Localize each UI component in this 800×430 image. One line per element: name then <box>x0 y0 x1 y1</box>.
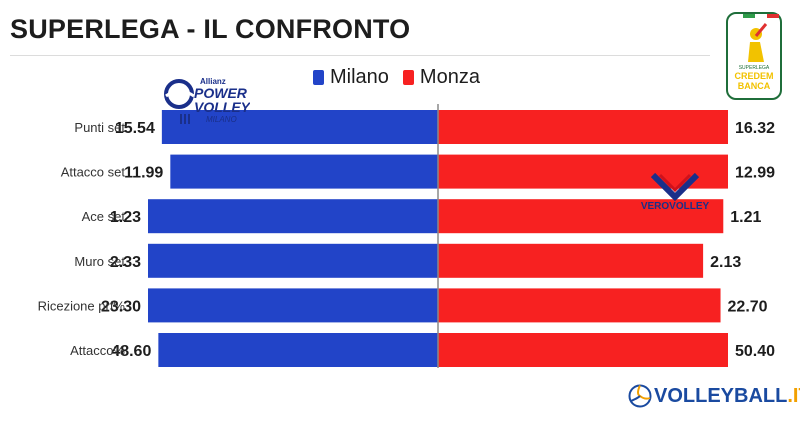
data-label-milano: 48.60 <box>111 343 151 360</box>
bar-milano <box>161 110 438 144</box>
volleyball-it-main: VOLLEYBALL <box>654 384 788 407</box>
bar-milano <box>170 154 438 189</box>
milano-team-logo: Allianz POWER VOLLEY MILANO <box>164 77 250 124</box>
page-title: SUPERLEGA - IL CONFRONTO <box>10 14 411 44</box>
milano-logo-sponsor: Allianz <box>200 77 226 86</box>
bar-milano <box>148 199 438 234</box>
legend-item-monza: Monza <box>402 66 480 89</box>
bar-milano <box>148 243 438 278</box>
data-label-milano: 15.54 <box>115 120 155 137</box>
legend-swatch-milano <box>313 70 324 85</box>
bar-monza <box>438 199 724 234</box>
bar-milano <box>148 288 438 323</box>
superlega-logo-line1: SUPERLEGA <box>739 65 770 71</box>
legend-swatch-monza <box>402 70 414 85</box>
milano-logo-line3: VOLLEY <box>194 99 250 115</box>
data-label-milano: 11.99 <box>124 165 163 182</box>
category-label: Muro set <box>74 254 125 269</box>
bar-milano <box>158 333 438 367</box>
data-label-milano: 2.33 <box>110 254 141 271</box>
volleyball-it-accent: .IT <box>787 384 800 407</box>
category-label: Attacco% <box>70 343 125 358</box>
bar-monza <box>438 333 728 367</box>
milano-logo-line2: POWER <box>194 85 248 101</box>
data-label-monza: 2.13 <box>710 254 741 271</box>
superlega-logo-line3: BANCA <box>738 81 771 91</box>
volleyball-it-logo: VOLLEYBALL.IT <box>628 384 800 408</box>
milano-logo-line4: MILANO <box>206 115 237 124</box>
title-divider <box>10 55 710 56</box>
verovolley-team-logo: VEROVOLLEY <box>641 172 710 212</box>
superlega-logo-line2: CREDEM <box>734 71 773 81</box>
legend-label-milano: Milano <box>330 66 389 88</box>
data-label-monza: 12.99 <box>735 165 775 182</box>
chart-legend: Milano Monza <box>313 66 494 89</box>
bar-monza <box>438 110 728 144</box>
verovolley-logo-text: VEROVOLLEY <box>641 201 710 212</box>
data-label-monza: 1.21 <box>730 209 761 226</box>
data-label-monza: 50.40 <box>735 343 775 360</box>
data-label-milano: 1.23 <box>110 209 141 226</box>
volleyball-icon <box>628 384 652 408</box>
data-label-monza: 22.70 <box>728 298 768 315</box>
legend-label-monza: Monza <box>419 66 480 88</box>
bar-monza <box>438 154 728 189</box>
bar-monza <box>438 288 721 323</box>
category-label: Attacco set <box>61 165 126 180</box>
superlega-logo: SUPERLEGA CREDEM BANCA <box>726 12 782 100</box>
data-label-monza: 16.32 <box>735 120 775 137</box>
category-label: Ricezione prf% <box>38 298 126 313</box>
category-label: Ace set <box>82 209 126 224</box>
category-label: Punti set <box>74 120 125 135</box>
legend-item-milano: Milano <box>313 66 389 89</box>
bar-monza <box>438 243 704 278</box>
data-label-milano: 23.30 <box>101 298 141 315</box>
